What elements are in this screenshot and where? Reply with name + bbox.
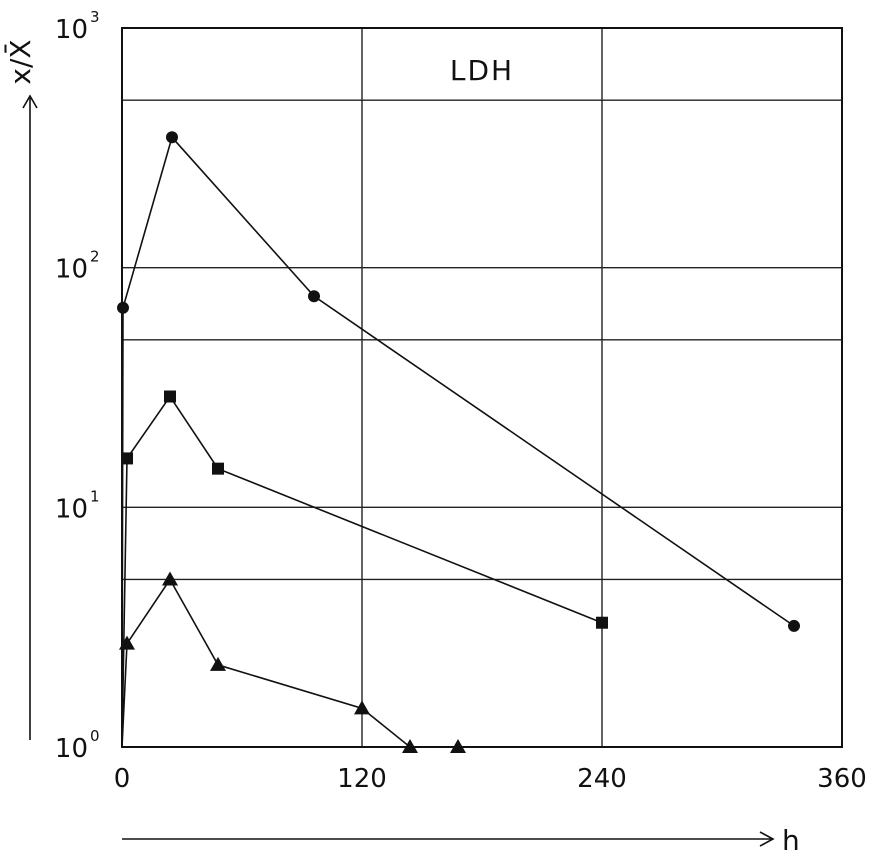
y-tick-label: 10 — [55, 494, 88, 524]
data-point-circle — [308, 290, 320, 303]
x-tick-label: 0 — [114, 764, 131, 794]
data-point-square — [121, 452, 133, 465]
data-point-square — [164, 390, 176, 403]
x-axis-title: h — [782, 824, 800, 857]
x-tick-label: 240 — [577, 764, 627, 794]
data-point-triangle — [119, 635, 135, 650]
y-tick-exponent: 1 — [90, 487, 100, 505]
x-arrow-head — [759, 831, 775, 847]
y-axis-title: x/X̄ — [3, 39, 37, 84]
y-tick-exponent: 3 — [90, 8, 100, 26]
plot-frame — [121, 27, 843, 748]
data-point-circle — [117, 301, 129, 314]
y-tick-exponent: 0 — [90, 727, 100, 745]
data-point-square — [596, 616, 608, 629]
data-point-triangle — [210, 656, 226, 671]
y-arrow-head — [22, 94, 38, 109]
data-point-square — [212, 462, 224, 475]
data-point-circle — [166, 131, 178, 144]
data-point-triangle — [162, 571, 178, 586]
data-point-triangle — [402, 739, 418, 753]
data-point-triangle — [450, 739, 466, 753]
series-line-circle — [121, 135, 795, 748]
y-tick-label: 10 — [55, 15, 88, 45]
data-point-circle — [788, 619, 800, 632]
series-layer — [117, 131, 800, 753]
y-tick-label: 10 — [55, 255, 88, 285]
chart-title: LDH — [450, 54, 514, 87]
x-tick-labels: 0 120 240 360 — [114, 764, 867, 794]
x-tick-label: 120 — [337, 764, 387, 794]
x-tick-label: 360 — [817, 764, 867, 794]
grid — [122, 28, 842, 747]
data-point-triangle — [354, 700, 370, 715]
y-tick-label: 10 — [55, 734, 88, 764]
series-line-triangle — [121, 577, 458, 748]
y-tick-exponent: 2 — [90, 248, 100, 266]
